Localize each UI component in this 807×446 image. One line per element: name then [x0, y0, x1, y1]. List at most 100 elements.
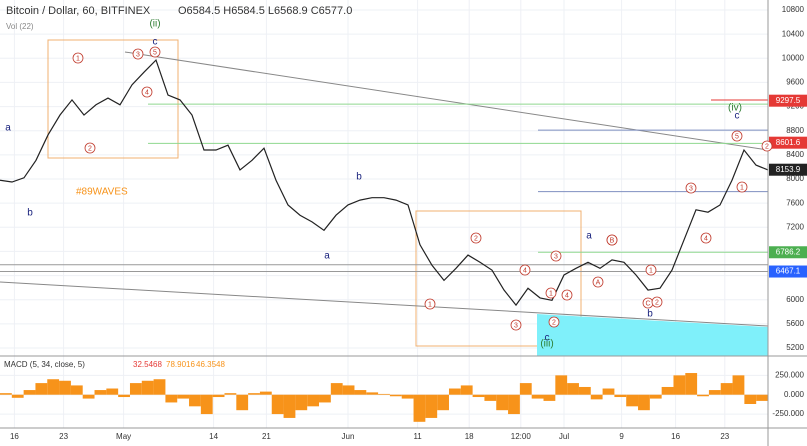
macd-bar: [519, 383, 532, 395]
y-tick-label: 7200: [786, 222, 804, 231]
price-label: 6467.1: [776, 267, 801, 276]
wave-label: 1: [649, 267, 653, 274]
macd-bar: [555, 375, 568, 395]
wave-label: 2: [655, 299, 659, 306]
macd-bar: [11, 394, 24, 398]
wave-label: 5: [735, 133, 739, 140]
macd-bar: [200, 394, 213, 415]
macd-reading: 46.3548: [196, 360, 225, 369]
wave-label: 3: [136, 51, 140, 58]
x-tick-label: 14: [209, 432, 218, 441]
macd-bar: [129, 383, 142, 395]
chart-title: Bitcoin / Dollar, 60, BITFINEX: [6, 5, 151, 17]
macd-bar: [638, 394, 650, 411]
wave-marker: [149, 46, 161, 58]
wave-label: 4: [565, 292, 569, 299]
price-label: 8601.6: [776, 138, 801, 147]
x-tick-label: 23: [720, 432, 729, 441]
macd-title: MACD (5, 34, close, 5): [4, 360, 85, 369]
y-tick-label: -250.000: [772, 409, 804, 418]
ohlc: O6584.5 H6584.5 L6568.9 C6577.0: [178, 5, 352, 17]
macd-bar: [94, 390, 107, 395]
volume-label: Vol (22): [6, 22, 34, 31]
macd-bar: [118, 394, 130, 398]
wave-label: 3: [554, 253, 558, 260]
macd-bar: [82, 394, 95, 399]
wave-label: 4: [145, 89, 149, 96]
wave-marker: [132, 48, 144, 60]
price-label-box: [769, 94, 807, 107]
wave-marker: [424, 298, 436, 310]
x-tick-label: 16: [10, 432, 19, 441]
wave-label: 1: [549, 290, 553, 297]
macd-bar: [567, 383, 579, 395]
macd-bar: [496, 394, 509, 411]
y-tick-label: 250.000: [775, 370, 804, 379]
macd-bar: [330, 383, 343, 395]
wave-label: 3: [689, 185, 693, 192]
wave-marker: [141, 86, 153, 98]
price-label: 9297.5: [776, 96, 801, 105]
wave-marker: [685, 182, 697, 194]
wave-marker: [561, 289, 573, 301]
macd-bar: [366, 392, 379, 395]
macd-bar: [106, 388, 119, 395]
macd-bar: [744, 394, 757, 404]
macd-bar: [602, 388, 615, 395]
x-tick-label: 12:00: [511, 432, 532, 441]
wave-label: 2: [552, 319, 556, 326]
macd-bar: [720, 383, 733, 395]
wave-marker: [645, 264, 657, 276]
macd-bar: [224, 393, 237, 395]
wave-label: C: [645, 300, 650, 307]
wave-label: B: [610, 237, 615, 244]
macd-bar: [141, 380, 154, 395]
wave-marker: [736, 181, 748, 193]
wave-label: 2: [88, 145, 92, 152]
wave-label: (iii): [540, 339, 553, 350]
price-label-box: [769, 136, 807, 149]
y-tick-label: 9600: [786, 78, 804, 87]
x-tick-label: Jul: [559, 432, 569, 441]
macd-bar: [177, 394, 190, 399]
macd-bar: [248, 393, 260, 395]
macd-bar: [708, 390, 721, 395]
macd-bar: [23, 390, 36, 395]
watermark: #89WAVES: [76, 187, 128, 198]
x-tick-label: 11: [413, 432, 422, 441]
wave-label: 3: [514, 322, 518, 329]
x-tick-label: 21: [262, 432, 271, 441]
wave-marker: [700, 232, 712, 244]
wave-label: A: [596, 279, 601, 286]
y-tick-label: 10800: [782, 5, 805, 14]
macd-bar: [378, 393, 390, 395]
wave-label: c: [153, 37, 158, 48]
x-tick-label: May: [116, 432, 131, 441]
wave-label: b: [356, 172, 362, 183]
macd-bar: [425, 394, 438, 418]
macd-bar: [460, 385, 473, 395]
wave-label: 5: [153, 49, 157, 56]
macd-bar: [389, 394, 402, 397]
macd-bar: [614, 394, 627, 398]
macd-bar: [437, 394, 449, 411]
x-tick-label: Jun: [342, 432, 355, 441]
wave-marker: [510, 319, 522, 331]
macd-bar: [212, 394, 225, 398]
wave-label: 1: [740, 184, 744, 191]
macd-bar: [732, 375, 745, 395]
macd-bar: [307, 394, 320, 407]
wave-marker: [606, 234, 618, 246]
macd-bar: [35, 383, 48, 395]
y-tick-label: 6000: [786, 295, 804, 304]
trend-line: [0, 281, 769, 327]
macd-bar: [319, 394, 331, 403]
wave-marker: [761, 140, 773, 152]
macd-reading: 32.5468: [133, 360, 162, 369]
wave-marker: [550, 250, 562, 262]
macd-bar: [531, 394, 544, 399]
macd-bar: [626, 394, 639, 407]
macd-bar: [697, 394, 709, 397]
